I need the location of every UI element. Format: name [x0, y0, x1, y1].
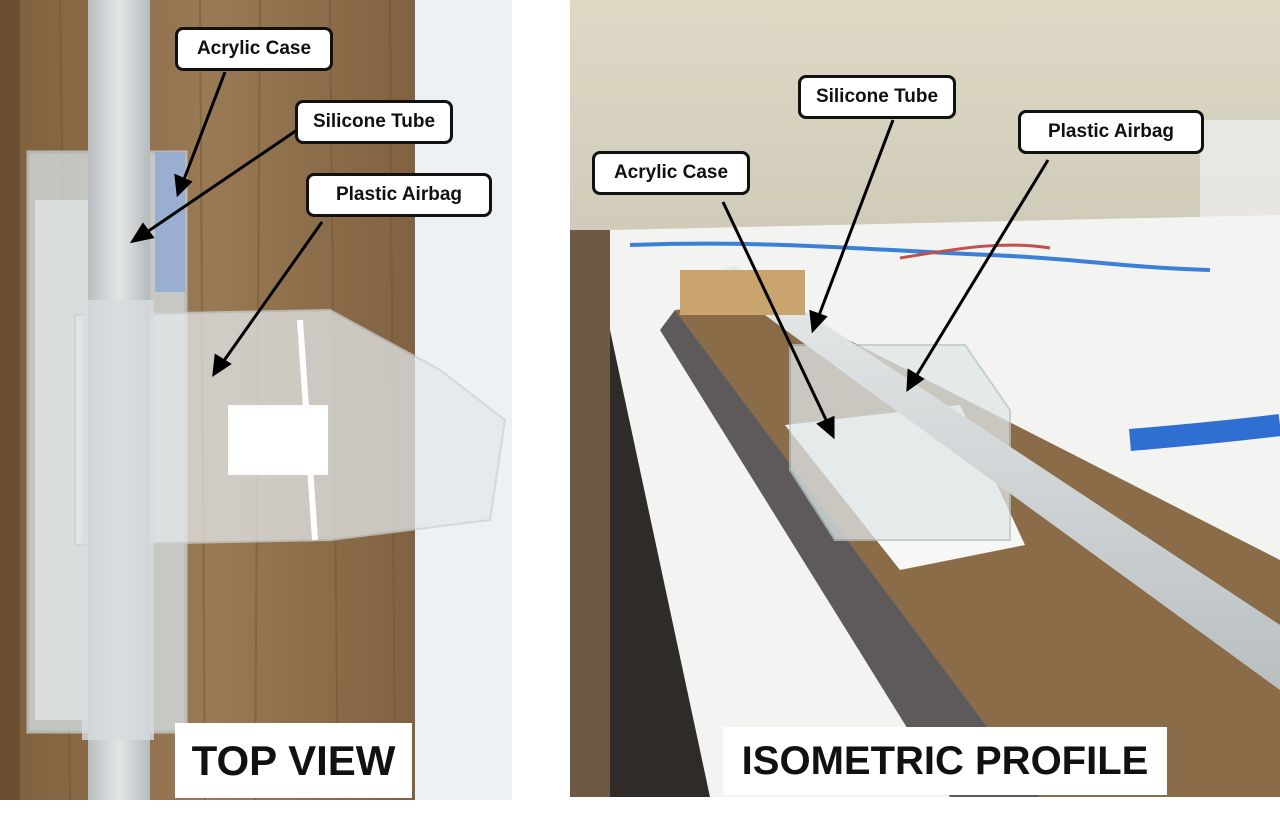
top-view-photo: Acrylic Case Silicone Tube Plastic Airba… — [0, 0, 512, 800]
top-view-caption: TOP VIEW — [175, 723, 412, 798]
top-acrylic-case-label: Acrylic Case — [175, 27, 333, 71]
top-plastic-airbag-label: Plastic Airbag — [306, 173, 492, 217]
iso-acrylic-case-label: Acrylic Case — [592, 151, 750, 195]
isometric-photo: Silicone Tube Plastic Airbag Acrylic Cas… — [570, 0, 1280, 797]
iso-plastic-airbag-label: Plastic Airbag — [1018, 110, 1204, 154]
top-silicone-tube-label: Silicone Tube — [295, 100, 453, 144]
iso-silicone-tube-label: Silicone Tube — [798, 75, 956, 119]
isometric-caption: ISOMETRIC PROFILE — [723, 727, 1167, 795]
